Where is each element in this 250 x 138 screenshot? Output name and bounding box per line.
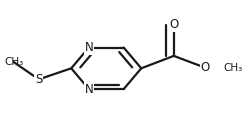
Text: CH₃: CH₃	[224, 63, 243, 73]
Text: N: N	[84, 83, 93, 95]
Text: S: S	[35, 73, 42, 86]
Text: O: O	[169, 18, 178, 31]
Text: CH₃: CH₃	[4, 57, 24, 67]
Text: N: N	[84, 41, 93, 54]
Text: O: O	[200, 61, 209, 74]
